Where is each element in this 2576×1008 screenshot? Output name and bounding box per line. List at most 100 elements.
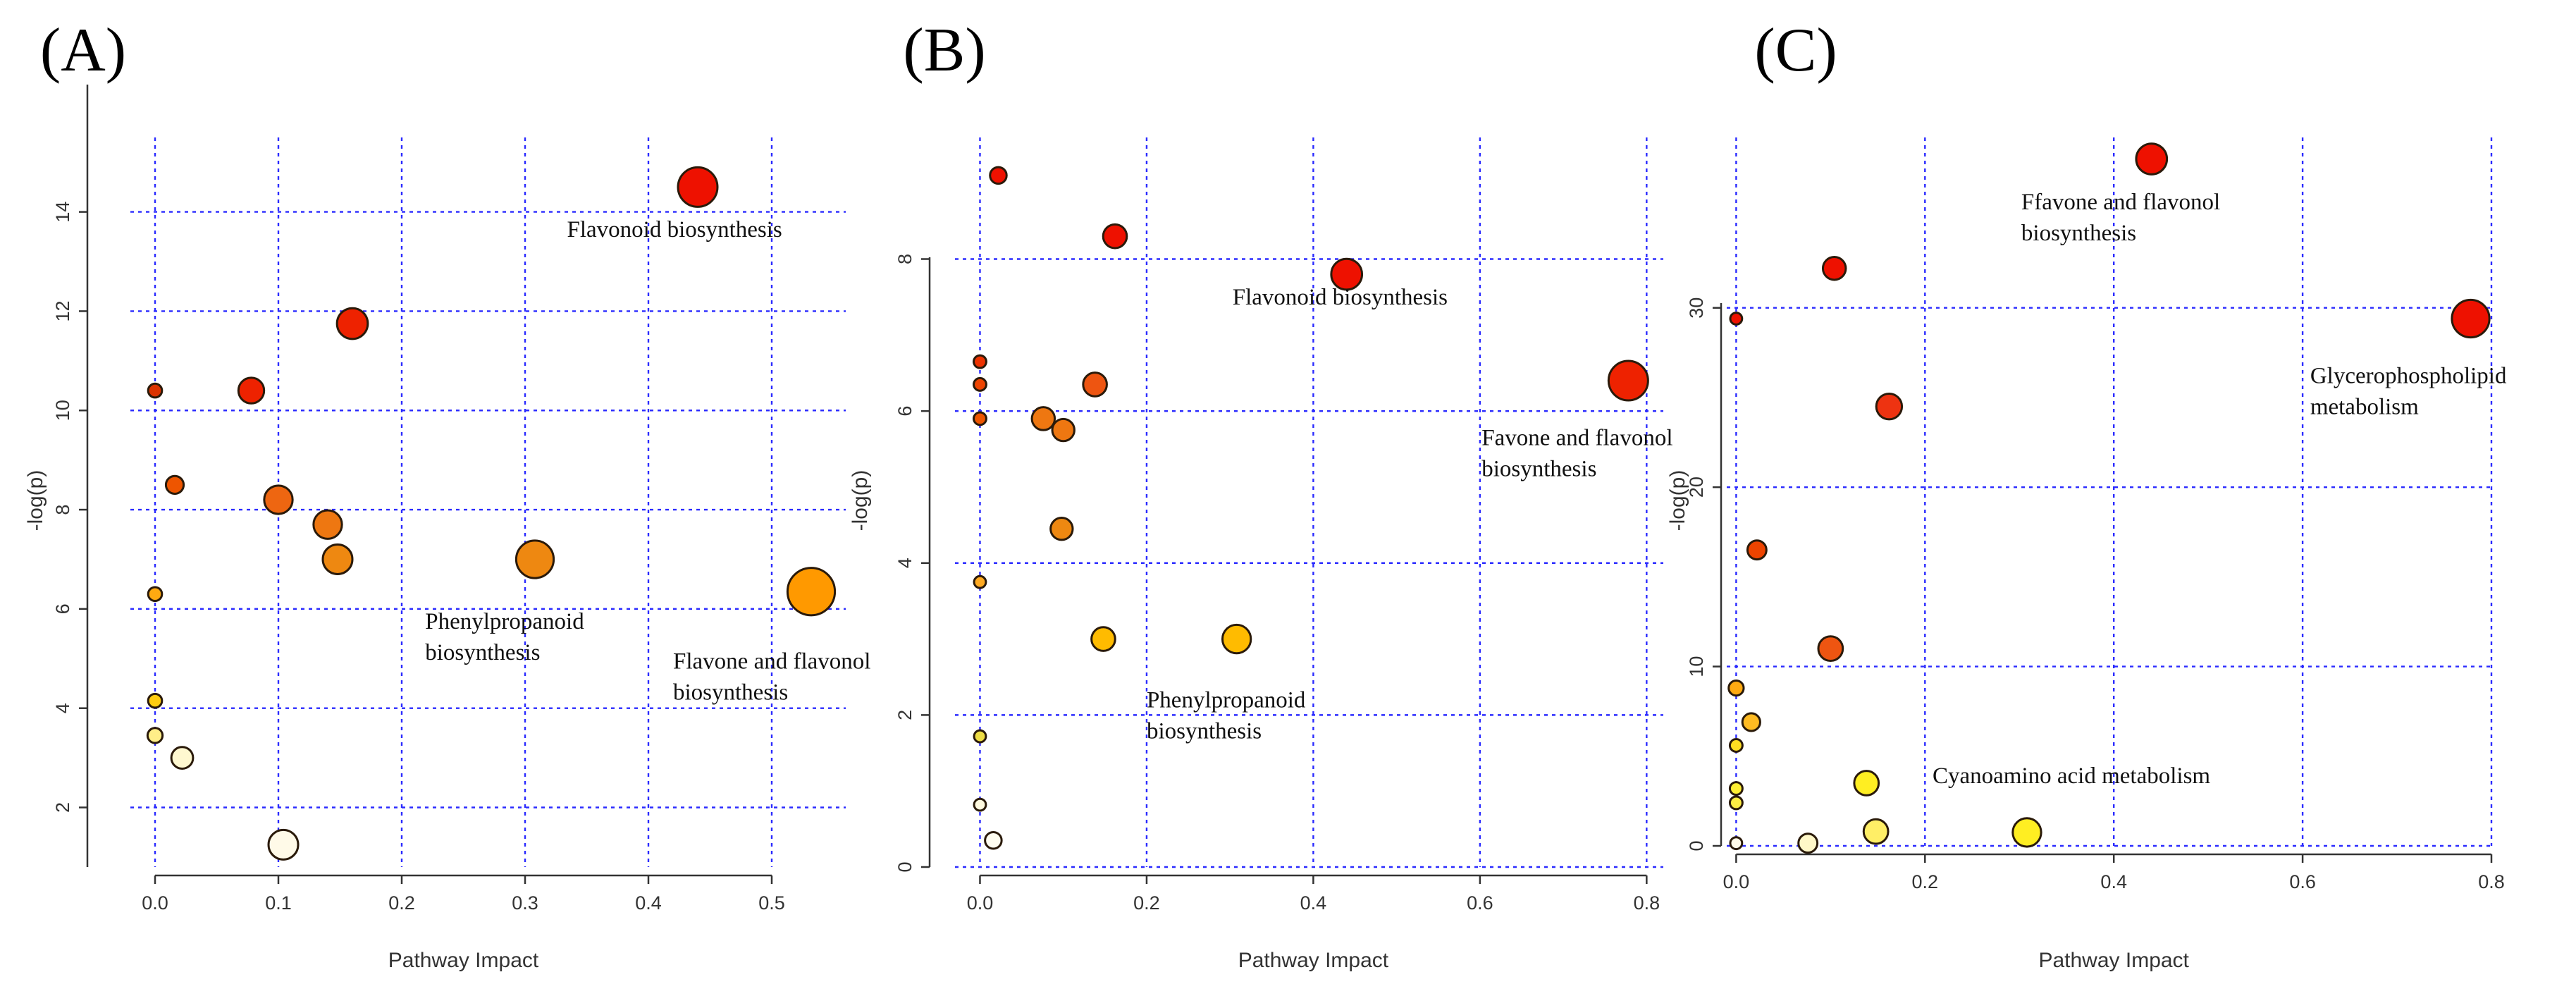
data-point (164, 474, 185, 495)
x-axis-title: Pathway Impact (388, 949, 539, 972)
x-tick-label: 0.0 (142, 892, 168, 914)
annotation-line: Flavone and flavonol (673, 649, 870, 674)
annotation-line: Phenylpropanoid (425, 609, 584, 634)
y-tick-label: 6 (52, 603, 73, 614)
data-point (1797, 832, 1819, 854)
data-point (1030, 406, 1056, 431)
panel-b: (B) 0.0 0.2 0.4 0.6 0.8 0 2 4 6 8 Pathway Impact -lo… (849, 16, 1673, 972)
data-point (1049, 517, 1074, 541)
y-axis-title: -log(p) (24, 470, 47, 531)
data-point (1729, 836, 1744, 851)
x-tick-label: 0.1 (265, 892, 292, 914)
x-axis-title: Pathway Impact (2038, 949, 2189, 972)
panel-label: (A) (40, 16, 126, 85)
data-point (2135, 142, 2169, 176)
data-points (973, 166, 1649, 850)
data-point (1330, 257, 1364, 291)
x-tick-label: 0.2 (388, 892, 415, 914)
data-point (1862, 818, 1890, 845)
data-point (1875, 392, 1904, 421)
data-point (1728, 738, 1744, 753)
data-point (1746, 539, 1768, 561)
data-point (147, 586, 164, 603)
data-points (146, 166, 837, 861)
annotation-line: biosynthesis (1481, 457, 1596, 482)
x-tick-label: 0.0 (967, 892, 994, 914)
data-point (1607, 359, 1649, 402)
x-tick-label: 0.2 (1133, 892, 1160, 914)
data-point (321, 543, 354, 575)
data-point (2011, 817, 2042, 848)
data-point (973, 411, 987, 426)
annotation: Favone and flavonol biosynthesis (1481, 426, 1672, 482)
x-tick-label: 0.8 (2478, 871, 2505, 892)
panel-label: (B) (903, 16, 985, 85)
gridlines (130, 137, 846, 867)
y-tick-label: 20 (1686, 477, 1707, 498)
gridlines (955, 137, 1663, 868)
gridlines (1727, 137, 2493, 847)
x-tick-label: 0.2 (1912, 871, 1939, 892)
x-tick-label: 0.3 (512, 892, 538, 914)
annotation-line: biosynthesis (673, 680, 788, 705)
annotation-line: Favone and flavonol (1481, 426, 1672, 451)
x-tick-label: 0.8 (1634, 892, 1660, 914)
y-tick-label: 6 (894, 406, 916, 417)
data-point (335, 307, 369, 340)
annotation: Ffavone and flavonol biosynthesis (2021, 190, 2220, 246)
x-axis-title: Pathway Impact (1238, 949, 1389, 972)
annotation-line: biosynthesis (2021, 221, 2136, 246)
data-point (973, 354, 987, 369)
annotation-line: Phenylpropanoid (1147, 688, 1306, 713)
data-point (973, 729, 987, 744)
annotation-line: Flavonoid biosynthesis (1233, 285, 1448, 310)
y-tick-label: 8 (894, 254, 916, 264)
x-tick-label: 0.6 (1467, 892, 1493, 914)
x-tick-label: 0.4 (635, 892, 662, 914)
x-tick-label: 0.4 (1300, 892, 1327, 914)
data-point (514, 539, 555, 579)
annotation: Flavonoid biosynthesis (567, 217, 782, 242)
annotation-line: biosynthesis (425, 640, 540, 665)
data-point (973, 797, 987, 812)
annotation: Phenylpropanoid biosynthesis (425, 609, 584, 665)
data-point (1728, 795, 1744, 811)
panel-label: (C) (1754, 16, 1837, 85)
data-point (677, 166, 719, 208)
y-tick-label: 2 (894, 710, 916, 720)
data-point (1102, 223, 1128, 250)
x-tick-label: 0.5 (758, 892, 785, 914)
data-point (973, 574, 987, 589)
data-point (786, 567, 837, 617)
y-tick-label: 0 (1686, 840, 1707, 851)
panel-c: (C) 0.0 0.2 0.4 0.6 0.8 0 10 20 30 Pathway Impact -… (1666, 16, 2507, 972)
annotation-line: metabolism (2310, 395, 2419, 420)
annotation-line: Flavonoid biosynthesis (567, 217, 782, 242)
data-points (1727, 142, 2491, 854)
data-point (170, 746, 195, 770)
data-point (1741, 712, 1761, 732)
y-tick-label: 4 (52, 703, 73, 713)
y-tick-label: 12 (52, 300, 73, 321)
annotation-line: Ffavone and flavonol (2021, 190, 2220, 215)
y-tick-label: 10 (1686, 656, 1707, 677)
data-point (267, 828, 300, 861)
data-point (1729, 312, 1744, 326)
data-point (2451, 298, 2491, 339)
data-point (1051, 417, 1076, 443)
annotation-line: biosynthesis (1147, 719, 1262, 744)
annotation-line: Cyanoamino acid metabolism (1933, 763, 2210, 789)
y-axis-title: -log(p) (849, 470, 872, 531)
data-point (1853, 770, 1880, 797)
panel-a: (A) 0.0 0.1 0.2 0.3 0.4 0.5 2 4 6 8 10 12 14 Pathway I… (24, 16, 870, 972)
y-tick-label: 8 (52, 505, 73, 515)
y-axis-title: -log(p) (1666, 470, 1689, 531)
annotation: Flavonoid biosynthesis (1233, 285, 1448, 310)
x-tick-label: 0.0 (1723, 871, 1750, 892)
data-point (146, 727, 164, 744)
data-point (989, 166, 1008, 185)
y-tick-label: 2 (52, 802, 73, 813)
data-point (973, 376, 987, 392)
data-point (984, 831, 1003, 850)
